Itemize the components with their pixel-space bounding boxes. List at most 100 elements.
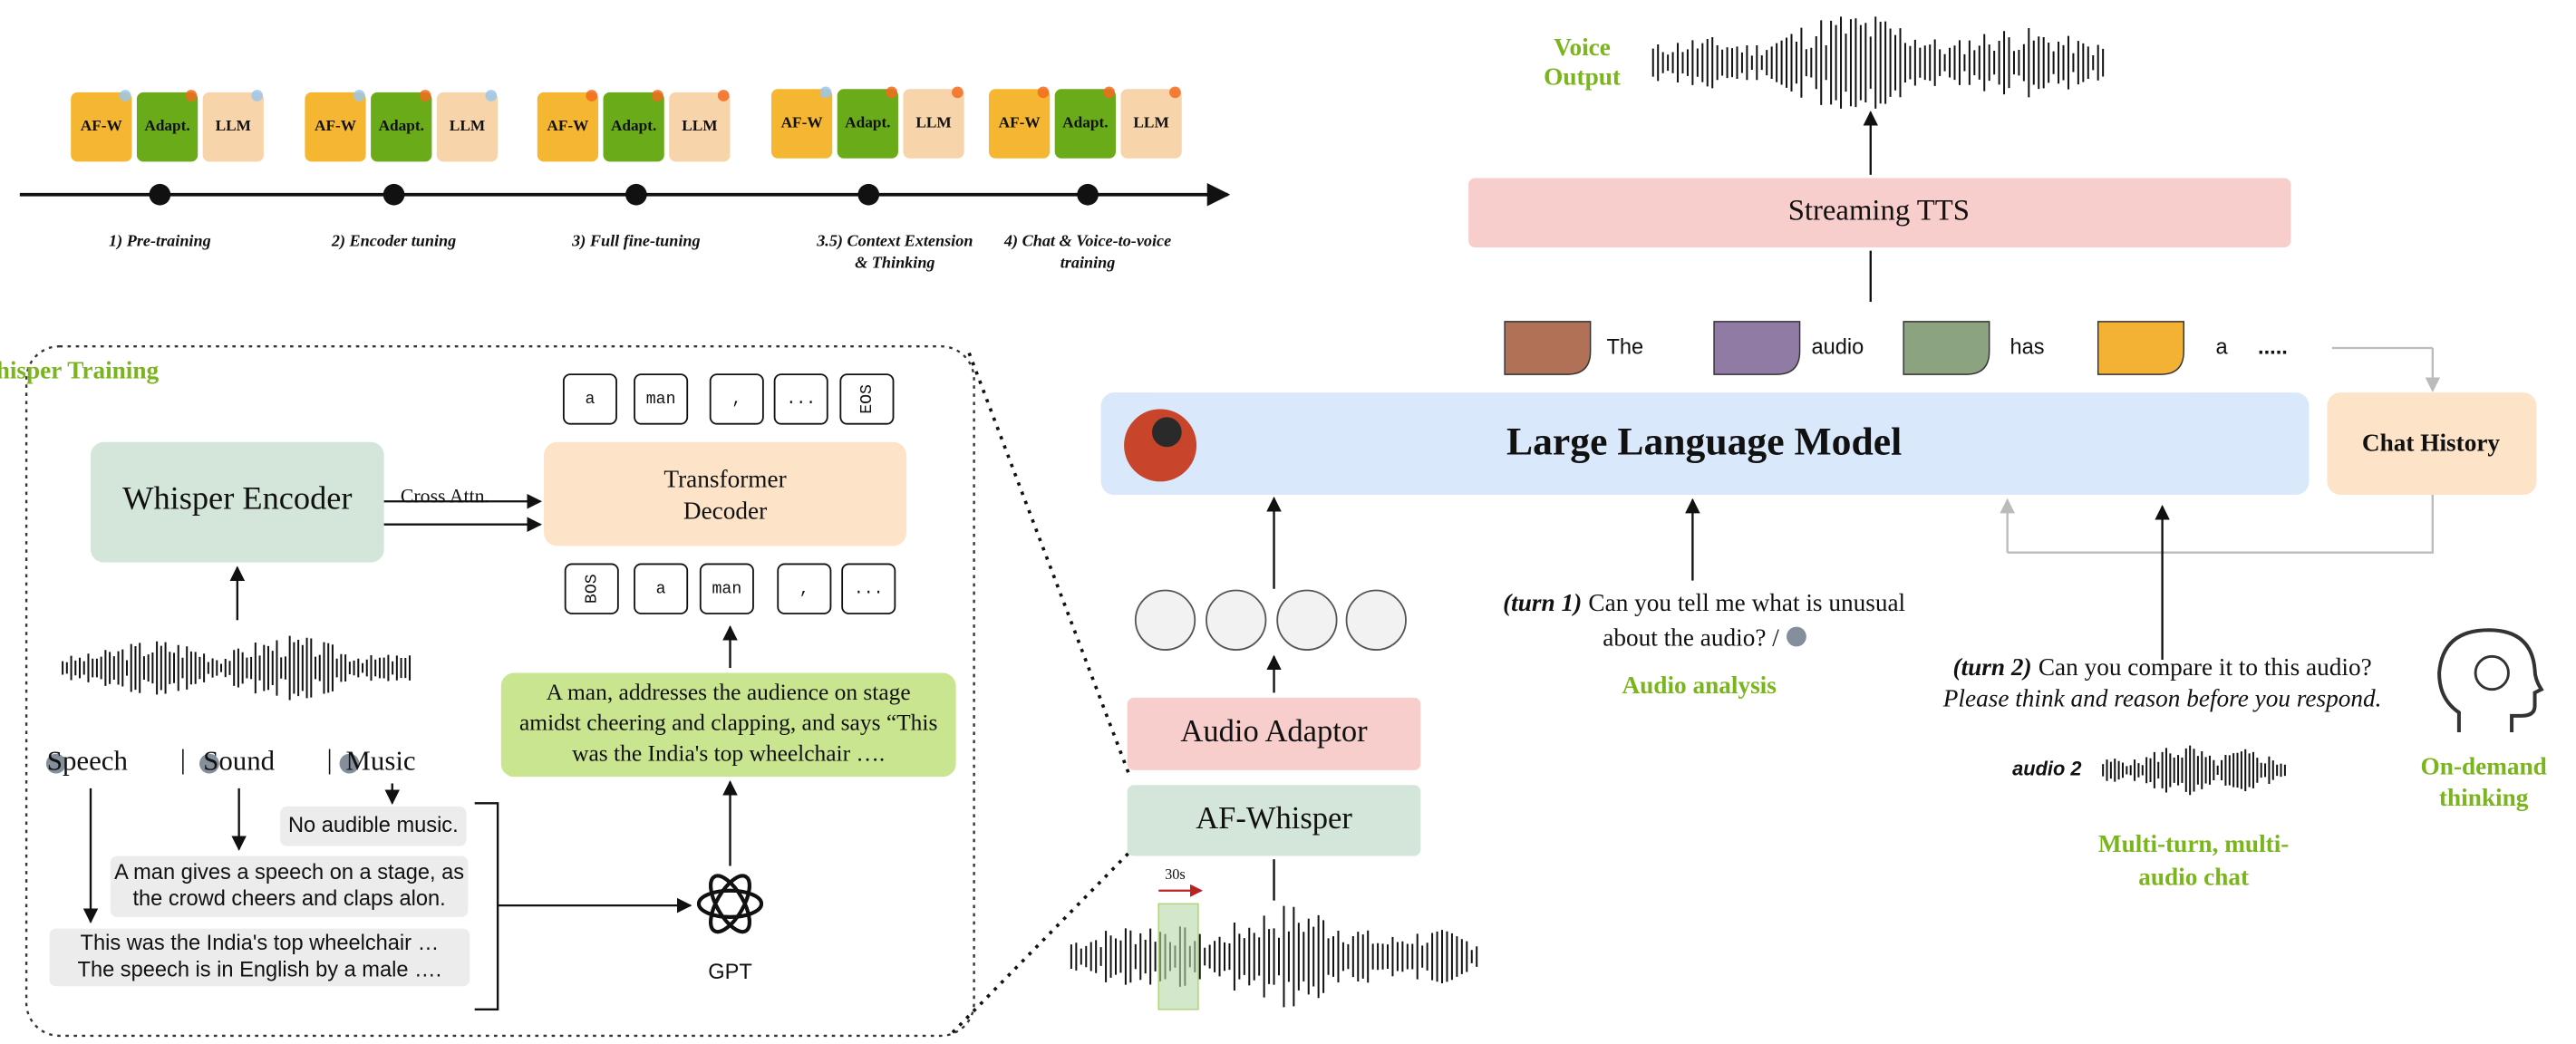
- stage-label: 2) Encoder tuning: [331, 232, 456, 251]
- token-box: [699, 563, 754, 614]
- status-icon: [1169, 86, 1181, 99]
- audio2-label: audio 2: [2012, 758, 2081, 780]
- stage-box-label: AF-W: [547, 117, 588, 134]
- status-icon: [185, 90, 198, 102]
- stage-box-label: AF-W: [315, 117, 356, 134]
- audio-analysis-label: Audio analysis: [1622, 672, 1776, 699]
- token-label: ,: [799, 581, 809, 599]
- turn-tag: (turn 1): [1503, 589, 1582, 616]
- stage-box-label: LLM: [1133, 113, 1168, 130]
- tts-label: Streaming TTS: [1788, 194, 1970, 227]
- response-token: The: [1606, 335, 1643, 359]
- waveform: [2102, 745, 2286, 796]
- tts-box: [1468, 178, 2291, 247]
- status-icon: [119, 90, 131, 102]
- caption-text: was the India's top wheelchair ….: [572, 740, 885, 766]
- gpt-output-box: [110, 856, 469, 917]
- token-shape: [1903, 321, 1990, 375]
- token-box: [709, 373, 764, 425]
- turn-text: about the audio? /: [1603, 624, 1779, 651]
- stage-box: [770, 89, 833, 159]
- token-shape: [2097, 321, 2184, 375]
- source-label: Speech: [47, 745, 129, 777]
- stage-label: training: [1060, 253, 1116, 271]
- stage-box: [371, 92, 432, 162]
- gpt-label: GPT: [708, 961, 752, 984]
- response-token: has: [2009, 335, 2044, 359]
- gpt-output-box: [280, 806, 467, 846]
- gpt-logo: [709, 874, 751, 934]
- token-shape: [1504, 321, 1592, 375]
- token-label: EOS: [858, 384, 876, 414]
- connector: [967, 352, 1133, 779]
- status-icon: [485, 90, 498, 102]
- audio-adaptor-label: Audio Adaptor: [1180, 714, 1368, 749]
- stage-box-label: Adapt.: [611, 117, 656, 134]
- stage-box-label: LLM: [450, 117, 485, 134]
- stage-box-label: AF-W: [999, 113, 1041, 130]
- decoder-label: Decoder: [683, 497, 767, 524]
- stage-box: [71, 92, 132, 162]
- token-box: [634, 563, 689, 614]
- token-box: [777, 563, 832, 614]
- stage-box: [603, 92, 664, 162]
- separator: |: [327, 743, 333, 775]
- response-token: a: [2215, 335, 2228, 359]
- gpt-output-text: This was the India's top wheelchair …: [81, 932, 440, 955]
- token-box: [562, 373, 617, 425]
- llm-box: [1100, 392, 2310, 495]
- stage-label: 3) Full fine-tuning: [571, 232, 700, 251]
- response-token: .....: [2258, 335, 2288, 359]
- connector: [474, 802, 499, 1010]
- token-label: BOS: [584, 574, 602, 604]
- status-icon: [353, 90, 365, 102]
- stage-box-label: LLM: [682, 117, 717, 134]
- stage-box-label: AF-W: [81, 117, 122, 134]
- panel-title: AF-Whisper Training: [0, 357, 160, 384]
- gpt-logo: [709, 874, 751, 934]
- timeline-dot: [383, 183, 405, 206]
- token-box: [564, 563, 619, 614]
- instruction-text: Please think and reason before you respo…: [1942, 685, 2382, 712]
- token-box: [634, 373, 689, 425]
- voice-output-label: Output: [1544, 63, 1621, 91]
- token-box: [773, 373, 828, 425]
- stage-box-label: LLM: [216, 117, 251, 134]
- af-whisper-label: AF-Whisper: [1196, 801, 1352, 836]
- source-icon: [45, 753, 66, 774]
- stage-box-label: Adapt.: [379, 117, 424, 134]
- gpt-logo: [696, 888, 764, 919]
- stage-box: [988, 89, 1051, 159]
- speech-icon: [1787, 626, 1806, 647]
- embedding: [1134, 589, 1196, 651]
- source-icon: [199, 753, 219, 774]
- thinking-icon: [2474, 654, 2510, 691]
- gpt-output-text: A man gives a speech on a stage, as: [114, 861, 464, 884]
- turn-text: Can you compare it to this audio?: [2039, 653, 2372, 681]
- audio-adaptor-box: [1127, 697, 1421, 770]
- chat-history-box: [2327, 392, 2537, 495]
- stage-box: [305, 92, 366, 162]
- cross-attn-label: Cross Attn.: [401, 486, 489, 508]
- window-label: 30s: [1165, 865, 1186, 883]
- stage-box: [202, 92, 264, 162]
- timeline-dot: [625, 183, 647, 206]
- status-icon: [1103, 86, 1116, 99]
- timeline-dot: [1077, 183, 1099, 206]
- token-label: man: [712, 581, 742, 599]
- thinking-label: On-demand: [2421, 752, 2547, 779]
- token-label: a: [585, 391, 595, 409]
- stage-label: 3.5) Context Extension: [816, 232, 973, 251]
- multi-turn-label: Multi-turn, multi-: [2098, 830, 2289, 857]
- token-label: man: [646, 391, 676, 409]
- stage-box-label: AF-W: [781, 113, 823, 130]
- stage-box: [903, 89, 964, 159]
- encoder-label: Whisper Encoder: [122, 480, 352, 517]
- stage-box: [436, 92, 499, 162]
- waveform: [1651, 16, 2105, 109]
- timeline-dot: [149, 183, 171, 206]
- source-label: Sound: [203, 745, 276, 777]
- token-label: ...: [854, 581, 884, 599]
